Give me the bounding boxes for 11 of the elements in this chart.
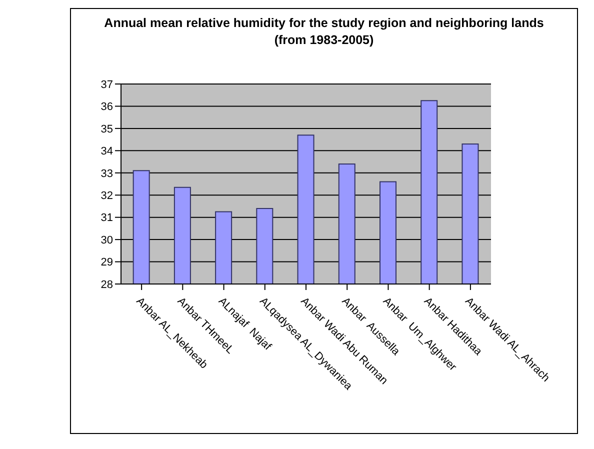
y-tick-label: 31 — [100, 212, 113, 224]
y-tick-label: 33 — [100, 168, 113, 180]
y-tick-label: 36 — [100, 101, 113, 114]
y-tick-label: 30 — [100, 234, 113, 246]
y-tick-label: 28 — [100, 278, 113, 291]
y-tick-label: 37 — [100, 78, 113, 91]
y-tick-label: 35 — [100, 123, 113, 136]
y-tick-label: 29 — [100, 256, 113, 269]
chart-title: Annual mean relative humidity for the study region and neighboring lands (from 1983-2005) — [103, 15, 545, 49]
y-tick-label: 34 — [100, 146, 113, 158]
y-tick-label: 32 — [100, 190, 113, 202]
